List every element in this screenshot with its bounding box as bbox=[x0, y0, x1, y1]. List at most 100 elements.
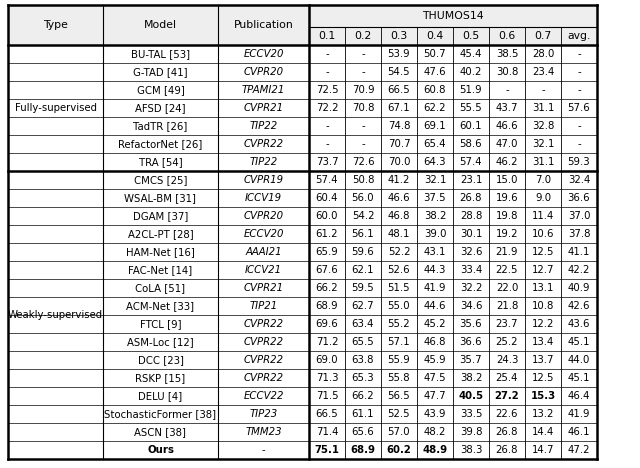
Text: CVPR22: CVPR22 bbox=[243, 319, 284, 329]
Text: 12.5: 12.5 bbox=[532, 247, 554, 257]
Text: 47.7: 47.7 bbox=[424, 391, 446, 401]
Text: 69.1: 69.1 bbox=[424, 121, 446, 131]
Text: 40.2: 40.2 bbox=[460, 67, 482, 77]
Text: 13.2: 13.2 bbox=[532, 409, 554, 419]
Text: 62.2: 62.2 bbox=[424, 103, 446, 113]
Text: 31.1: 31.1 bbox=[532, 157, 554, 167]
Text: 48.2: 48.2 bbox=[424, 427, 446, 437]
Text: 30.1: 30.1 bbox=[460, 229, 482, 239]
Text: 63.4: 63.4 bbox=[352, 319, 374, 329]
Text: 70.0: 70.0 bbox=[388, 157, 410, 167]
Text: Weakly-supervised: Weakly-supervised bbox=[8, 310, 103, 320]
Text: RefactorNet [26]: RefactorNet [26] bbox=[118, 139, 203, 149]
Text: -: - bbox=[325, 67, 329, 77]
Text: GCM [49]: GCM [49] bbox=[136, 85, 184, 95]
Text: 13.1: 13.1 bbox=[532, 283, 554, 293]
Text: 58.6: 58.6 bbox=[460, 139, 483, 149]
Text: 11.4: 11.4 bbox=[532, 211, 554, 221]
Text: BU-TAL [53]: BU-TAL [53] bbox=[131, 49, 190, 59]
Text: FTCL [9]: FTCL [9] bbox=[140, 319, 181, 329]
Text: 0.3: 0.3 bbox=[390, 31, 408, 41]
Text: ECCV20: ECCV20 bbox=[243, 229, 284, 239]
Text: 53.9: 53.9 bbox=[388, 49, 410, 59]
Text: 56.5: 56.5 bbox=[388, 391, 410, 401]
Text: 41.2: 41.2 bbox=[388, 175, 410, 185]
Text: Model: Model bbox=[144, 20, 177, 30]
Text: 43.9: 43.9 bbox=[424, 409, 446, 419]
Text: 24.3: 24.3 bbox=[496, 355, 518, 365]
Text: 67.6: 67.6 bbox=[316, 265, 339, 275]
Text: Ours: Ours bbox=[147, 445, 174, 455]
Text: -: - bbox=[325, 49, 329, 59]
Text: 51.9: 51.9 bbox=[460, 85, 483, 95]
Bar bbox=[8, 5, 597, 45]
Text: 38.5: 38.5 bbox=[496, 49, 518, 59]
Text: 55.2: 55.2 bbox=[388, 319, 410, 329]
Text: 14.4: 14.4 bbox=[532, 427, 554, 437]
Text: -: - bbox=[577, 121, 581, 131]
Text: 45.1: 45.1 bbox=[568, 373, 590, 383]
Text: 52.5: 52.5 bbox=[388, 409, 410, 419]
Text: 26.8: 26.8 bbox=[460, 193, 483, 203]
Text: 13.7: 13.7 bbox=[532, 355, 554, 365]
Text: 41.9: 41.9 bbox=[424, 283, 446, 293]
Text: 70.8: 70.8 bbox=[352, 103, 374, 113]
Text: 25.4: 25.4 bbox=[496, 373, 518, 383]
Text: 69.6: 69.6 bbox=[316, 319, 339, 329]
Text: 71.3: 71.3 bbox=[316, 373, 339, 383]
Text: 9.0: 9.0 bbox=[535, 193, 551, 203]
Text: 68.9: 68.9 bbox=[316, 301, 339, 311]
Text: 0.2: 0.2 bbox=[355, 31, 372, 41]
Text: TadTR [26]: TadTR [26] bbox=[133, 121, 188, 131]
Text: 38.2: 38.2 bbox=[424, 211, 446, 221]
Text: TIP22: TIP22 bbox=[250, 121, 278, 131]
Text: G-TAD [41]: G-TAD [41] bbox=[133, 67, 188, 77]
Text: -: - bbox=[325, 121, 329, 131]
Text: -: - bbox=[541, 85, 545, 95]
Text: 59.6: 59.6 bbox=[351, 247, 374, 257]
Text: ACM-Net [33]: ACM-Net [33] bbox=[127, 301, 195, 311]
Text: 48.1: 48.1 bbox=[388, 229, 410, 239]
Text: 69.0: 69.0 bbox=[316, 355, 339, 365]
Text: TIP21: TIP21 bbox=[250, 301, 278, 311]
Text: 65.4: 65.4 bbox=[424, 139, 446, 149]
Text: 36.6: 36.6 bbox=[568, 193, 590, 203]
Text: 26.8: 26.8 bbox=[496, 445, 518, 455]
Text: 44.3: 44.3 bbox=[424, 265, 446, 275]
Text: ASM-Loc [12]: ASM-Loc [12] bbox=[127, 337, 194, 347]
Text: 42.6: 42.6 bbox=[568, 301, 590, 311]
Text: 46.8: 46.8 bbox=[388, 211, 410, 221]
Text: 41.1: 41.1 bbox=[568, 247, 590, 257]
Text: 64.3: 64.3 bbox=[424, 157, 446, 167]
Text: 12.2: 12.2 bbox=[532, 319, 554, 329]
Text: 43.1: 43.1 bbox=[424, 247, 446, 257]
Text: 61.1: 61.1 bbox=[352, 409, 374, 419]
Text: 45.1: 45.1 bbox=[568, 337, 590, 347]
Text: avg.: avg. bbox=[567, 31, 591, 41]
Text: DELU [4]: DELU [4] bbox=[138, 391, 182, 401]
Text: 32.1: 32.1 bbox=[532, 139, 554, 149]
Text: CMCS [25]: CMCS [25] bbox=[134, 175, 188, 185]
Text: 40.9: 40.9 bbox=[568, 283, 590, 293]
Text: 59.5: 59.5 bbox=[351, 283, 374, 293]
Text: 46.6: 46.6 bbox=[496, 121, 518, 131]
Text: 19.6: 19.6 bbox=[496, 193, 518, 203]
Text: 0.7: 0.7 bbox=[534, 31, 552, 41]
Text: 55.0: 55.0 bbox=[388, 301, 410, 311]
Text: CVPR21: CVPR21 bbox=[243, 283, 284, 293]
Text: 15.0: 15.0 bbox=[496, 175, 518, 185]
Text: 68.9: 68.9 bbox=[351, 445, 376, 455]
Text: 41.9: 41.9 bbox=[568, 409, 590, 419]
Text: 14.7: 14.7 bbox=[532, 445, 554, 455]
Text: Type: Type bbox=[43, 20, 68, 30]
Text: -: - bbox=[577, 49, 581, 59]
Text: 55.5: 55.5 bbox=[460, 103, 483, 113]
Text: 66.2: 66.2 bbox=[316, 283, 339, 293]
Text: 35.7: 35.7 bbox=[460, 355, 483, 365]
Text: 45.2: 45.2 bbox=[424, 319, 446, 329]
Text: 45.4: 45.4 bbox=[460, 49, 483, 59]
Text: ASCN [38]: ASCN [38] bbox=[134, 427, 186, 437]
Text: 48.9: 48.9 bbox=[422, 445, 447, 455]
Text: TIP23: TIP23 bbox=[250, 409, 278, 419]
Text: 38.3: 38.3 bbox=[460, 445, 482, 455]
